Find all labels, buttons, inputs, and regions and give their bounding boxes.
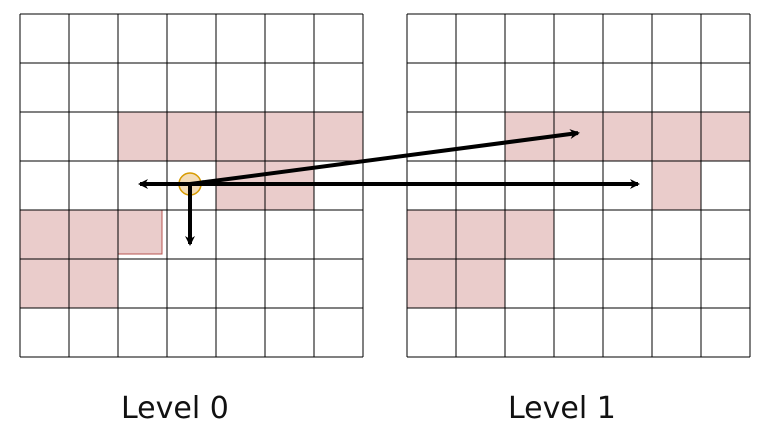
grid-level-0 [19,13,364,358]
filled-cell [455,209,506,260]
filled-cell [602,111,653,162]
filled-cell [117,111,168,162]
filled-cell [406,258,457,309]
partial-cell [117,209,163,255]
filled-cell [504,209,555,260]
level-1-label: Level 1 [508,391,616,426]
level-0-label: Level 0 [121,391,229,426]
filled-cell [313,111,364,162]
filled-cell [68,209,119,260]
filled-cell [264,111,315,162]
filled-cell [215,111,266,162]
grid-level-1 [406,13,751,358]
filled-cell [68,258,119,309]
filled-cell [651,111,702,162]
arrow-up-right [189,129,580,186]
filled-cell [406,209,457,260]
filled-cell [166,111,217,162]
filled-cell [19,209,70,260]
filled-cell [651,160,702,211]
arrows-layer [138,129,640,246]
filled-cell [700,111,751,162]
filled-cell [455,258,506,309]
filled-cell [19,258,70,309]
